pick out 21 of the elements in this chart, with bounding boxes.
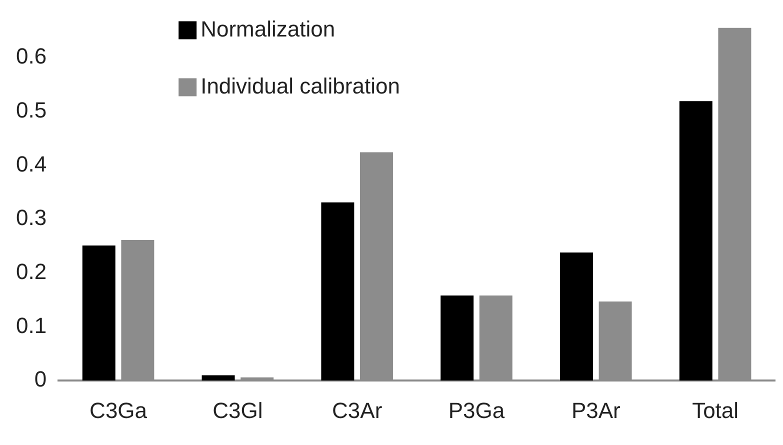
- y-tick-label: 0: [34, 366, 47, 392]
- bar: [82, 245, 116, 381]
- y-tick-label: 0.5: [16, 97, 47, 122]
- legend-label: Normalization: [200, 16, 336, 42]
- x-tick-label: C3Ar: [332, 398, 382, 423]
- bar: [560, 252, 593, 381]
- x-tick-label: Total: [692, 398, 739, 423]
- y-tick-label: 0.6: [16, 44, 47, 69]
- x-tick-label: P3Ga: [448, 398, 506, 423]
- bar: [679, 101, 712, 381]
- y-tick-label: 0.1: [16, 312, 47, 338]
- bar: [202, 375, 235, 381]
- y-tick-label: 0.3: [16, 205, 47, 230]
- x-tick-label: C3Ga: [90, 398, 148, 423]
- x-tick-label: C3Gl: [212, 398, 263, 423]
- bar: [440, 296, 474, 381]
- x-tick-label: P3Ar: [571, 398, 620, 423]
- y-tick-label: 0.4: [16, 151, 47, 176]
- y-tick-label: 0.2: [16, 258, 47, 284]
- bar: [321, 202, 354, 381]
- legend-label: Individual calibration: [200, 73, 400, 98]
